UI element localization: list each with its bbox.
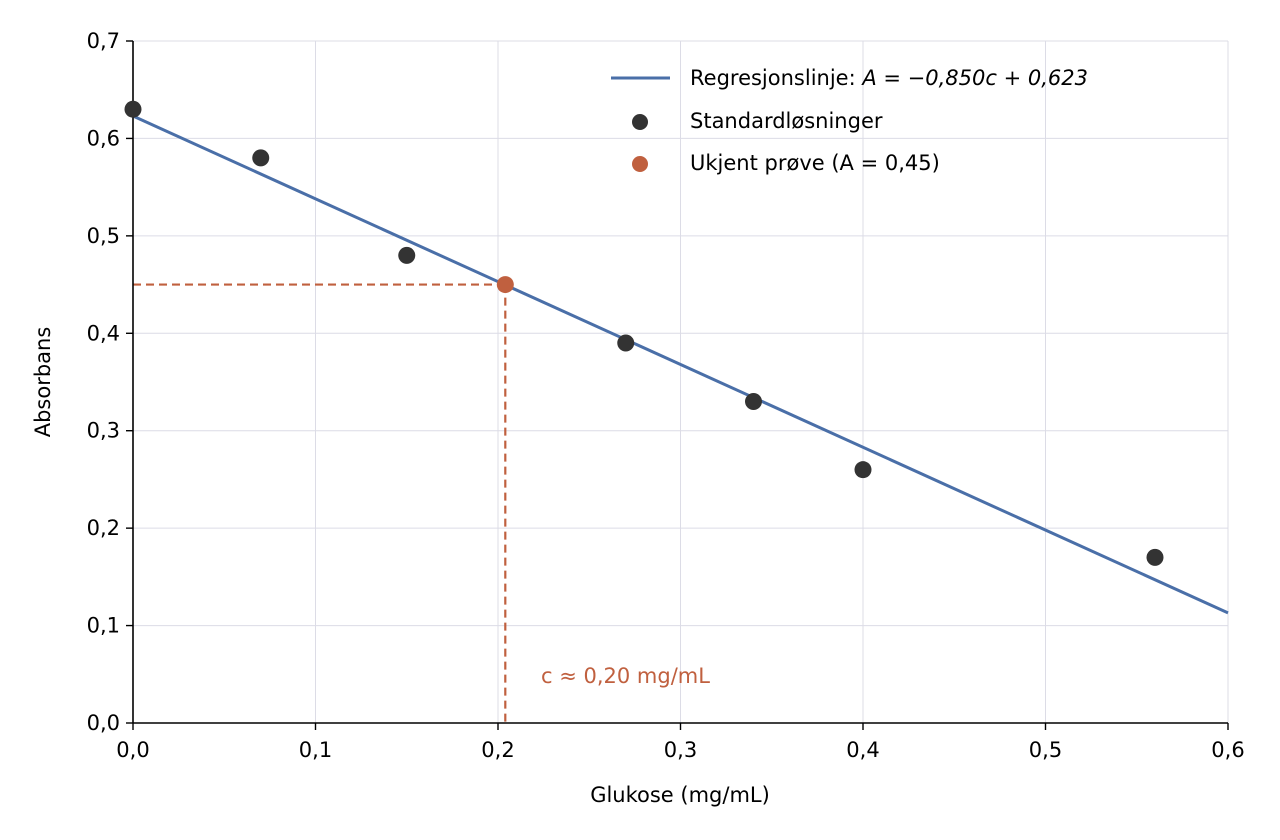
legend-standard-label: Standardløsninger bbox=[690, 109, 883, 133]
legend: Regresjonslinje: A = −0,850c + 0,623 Sta… bbox=[611, 66, 1088, 175]
y-tick-label: 0,3 bbox=[87, 419, 120, 443]
standard-point bbox=[617, 334, 635, 352]
y-tick-label: 0,0 bbox=[87, 711, 120, 735]
x-tick-label: 0,5 bbox=[1029, 738, 1062, 762]
regression-line bbox=[132, 114, 1229, 615]
y-tick-label: 0,7 bbox=[87, 29, 120, 53]
axes: 0,0 0,1 0,2 0,3 0,4 0,5 0,6 0,0 0,1 0,2 0,3 0,4 0,5 0… bbox=[87, 29, 1245, 762]
regression-layer bbox=[132, 114, 1229, 615]
unknown-sample-point bbox=[496, 276, 514, 294]
x-tick-label: 0,4 bbox=[846, 738, 879, 762]
standard-point bbox=[745, 392, 762, 410]
legend-regression-prefix: Regresjonslinje: bbox=[690, 66, 862, 90]
x-axis-title: Glukose (mg/mL) bbox=[590, 783, 770, 807]
standard-point bbox=[854, 461, 872, 479]
x-tick-label: 0,3 bbox=[664, 738, 697, 762]
x-tick-label: 0,6 bbox=[1211, 738, 1244, 762]
standard-point bbox=[252, 149, 270, 167]
data-points bbox=[124, 100, 1164, 566]
x-tick-label: 0,0 bbox=[116, 738, 149, 762]
standard-point bbox=[398, 246, 416, 264]
standard-point bbox=[124, 100, 142, 118]
legend-unknown-label: Ukjent prøve (A = 0,45) bbox=[690, 151, 940, 175]
standard-point bbox=[1146, 548, 1164, 566]
y-tick-label: 0,4 bbox=[87, 321, 120, 345]
y-tick-label: 0,6 bbox=[87, 126, 120, 150]
concentration-annotation: c ≈ 0,20 mg/mL bbox=[541, 664, 710, 688]
x-tick-label: 0,1 bbox=[299, 738, 332, 762]
legend-regression-formula: A = −0,850c + 0,623 bbox=[860, 66, 1088, 90]
y-tick-label: 0,5 bbox=[87, 224, 120, 248]
labels: Glukose (mg/mL) Absorbans c ≈ 0,20 mg/mL bbox=[31, 327, 770, 807]
y-tick-label: 0,1 bbox=[87, 614, 120, 638]
legend-regression-label: Regresjonslinje: A = −0,850c + 0,623 bbox=[690, 66, 1088, 90]
y-tick-label: 0,2 bbox=[87, 516, 120, 540]
guide-lines bbox=[133, 283, 507, 723]
grid bbox=[132, 40, 1229, 724]
legend-unknown-marker bbox=[632, 156, 648, 172]
legend-standard-marker bbox=[632, 114, 648, 130]
y-axis-title: Absorbans bbox=[31, 327, 55, 438]
x-tick-label: 0,2 bbox=[481, 738, 514, 762]
